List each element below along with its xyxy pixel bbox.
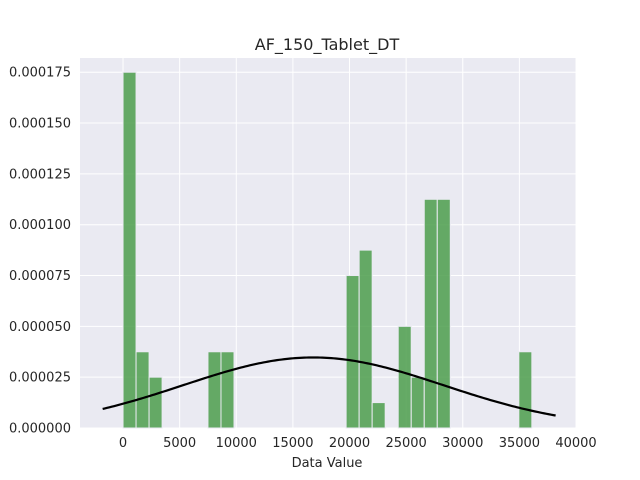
- x-tick-label: 0: [119, 436, 127, 451]
- x-tick-label: 40000: [555, 436, 596, 451]
- x-tick-label: 35000: [499, 436, 540, 451]
- histogram-bar: [410, 376, 425, 429]
- histogram-bar: [207, 351, 222, 429]
- histogram-bars: [122, 71, 533, 429]
- histogram-bar: [220, 351, 235, 429]
- density-curve: [102, 356, 556, 417]
- histogram-bar: [148, 376, 163, 429]
- histogram-bar: [135, 351, 150, 429]
- histogram-bar: [358, 249, 373, 429]
- grid: [80, 58, 577, 429]
- y-tick-label: 0.000075: [9, 269, 71, 284]
- x-tick-label: 20000: [329, 436, 370, 451]
- y-axis-ticks: 0.000000 0.000025 0.000050 0.000075 0.000100…: [9, 66, 71, 437]
- x-tick-label: 5000: [163, 436, 196, 451]
- plot-background: [80, 58, 576, 428]
- y-tick-label: 0.000100: [9, 218, 71, 233]
- x-tick-label: 25000: [385, 436, 426, 451]
- y-tick-label: 0.000150: [9, 117, 71, 132]
- histogram-bar: [518, 351, 533, 429]
- x-axis-label: Data Value: [292, 456, 363, 471]
- histogram-bar: [122, 71, 137, 429]
- histogram-bar: [345, 275, 360, 429]
- histogram-bar: [371, 402, 386, 429]
- chart-title: AF_150_Tablet_DT: [255, 35, 400, 55]
- x-tick-label: 10000: [216, 436, 257, 451]
- x-axis-ticks: 0 5000 10000 15000 20000 25000 30000 35000 40000: [119, 436, 597, 451]
- y-tick-label: 0.000125: [9, 167, 71, 182]
- y-tick-label: 0.000000: [9, 422, 71, 437]
- histogram-bar: [397, 325, 412, 429]
- histogram-bar: [436, 198, 451, 429]
- y-tick-label: 0.000175: [9, 66, 71, 81]
- x-tick-label: 15000: [272, 436, 313, 451]
- histogram-bar: [423, 198, 438, 429]
- y-tick-label: 0.000025: [9, 371, 71, 386]
- x-tick-label: 30000: [442, 436, 483, 451]
- y-tick-label: 0.000050: [9, 320, 71, 335]
